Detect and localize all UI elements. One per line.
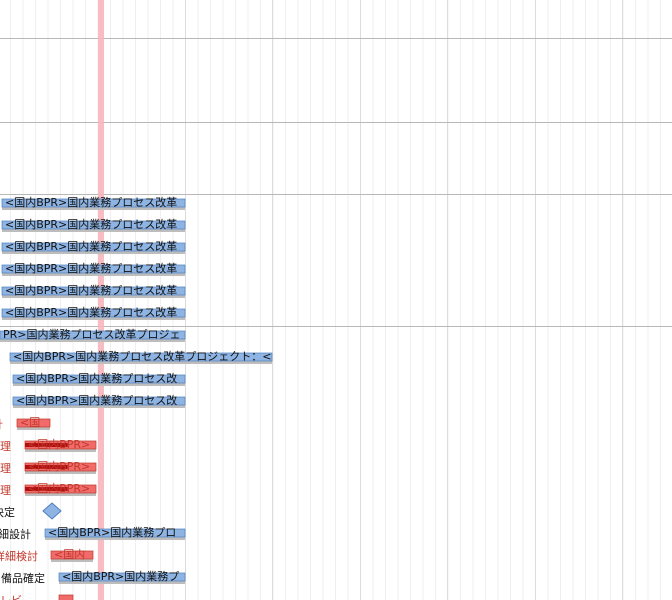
bar-label: <国 — [20, 416, 40, 429]
task-bar — [16, 418, 51, 428]
bar-label: <国内BPR>国内業務プロセス改革 — [5, 283, 177, 297]
bar-label: <国内BPR>国内業務プロセス改革 — [5, 195, 177, 209]
task-label: 備品確定 — [1, 571, 45, 585]
task-bar — [12, 396, 186, 406]
task-bar — [1, 198, 186, 208]
task-bar — [9, 352, 273, 362]
bar-label: <国内BPR>国内業務プロ — [48, 525, 176, 539]
task-label: 理 — [0, 462, 11, 475]
task-label: 詳細検討 — [0, 549, 38, 563]
progress-bar — [25, 465, 68, 469]
task-bar — [12, 374, 186, 384]
task-bar — [44, 528, 186, 538]
bar-label: <国内BPR>国内業務プロセス改革 — [5, 217, 177, 231]
bar-label: <国内BPR> — [28, 437, 90, 451]
task-label: 計 — [0, 417, 3, 431]
bar-label: <国内 — [54, 547, 85, 561]
task-label: レビ — [0, 594, 22, 600]
task-bar — [0, 330, 186, 340]
task-bar — [1, 286, 186, 296]
task-label: 決定 — [0, 505, 15, 519]
today-line — [98, 0, 104, 600]
bar-label: <国内BPR> — [28, 459, 90, 473]
milestone — [42, 502, 62, 520]
bar-label: <国内BPR>国内業務プ — [62, 569, 179, 583]
bar-label: PR>国内業務プロセス改革プロジェ — [3, 327, 181, 341]
task-bar — [50, 550, 94, 560]
progress-bar — [25, 487, 68, 491]
progress-bar — [25, 443, 68, 447]
bar-label: <国内BPR>国内業務プロセス改革 — [5, 305, 177, 319]
task-label: 理 — [0, 484, 11, 497]
task-bar — [58, 594, 74, 600]
task-bar — [58, 572, 186, 582]
task-label: 理 — [0, 440, 11, 453]
task-bar — [1, 242, 186, 252]
bar-label: <国内BPR>国内業務プロセス改 — [16, 371, 177, 385]
bar-label: <国内BPR>国内業務プロセス改革 — [5, 239, 177, 253]
bar-label: <国内BPR>国内業務プロセス改革プロジェクト：< — [13, 349, 271, 363]
bar-label: <国内BPR>国内業務プロセス改革 — [5, 261, 177, 275]
task-bar — [1, 264, 186, 274]
task-bar — [1, 220, 186, 230]
task-bar — [1, 308, 186, 318]
task-label: 細設計 — [0, 527, 31, 541]
bar-label: <国内BPR>国内業務プロセス改 — [16, 393, 177, 407]
bar-label: <国内BPR> — [28, 481, 90, 495]
